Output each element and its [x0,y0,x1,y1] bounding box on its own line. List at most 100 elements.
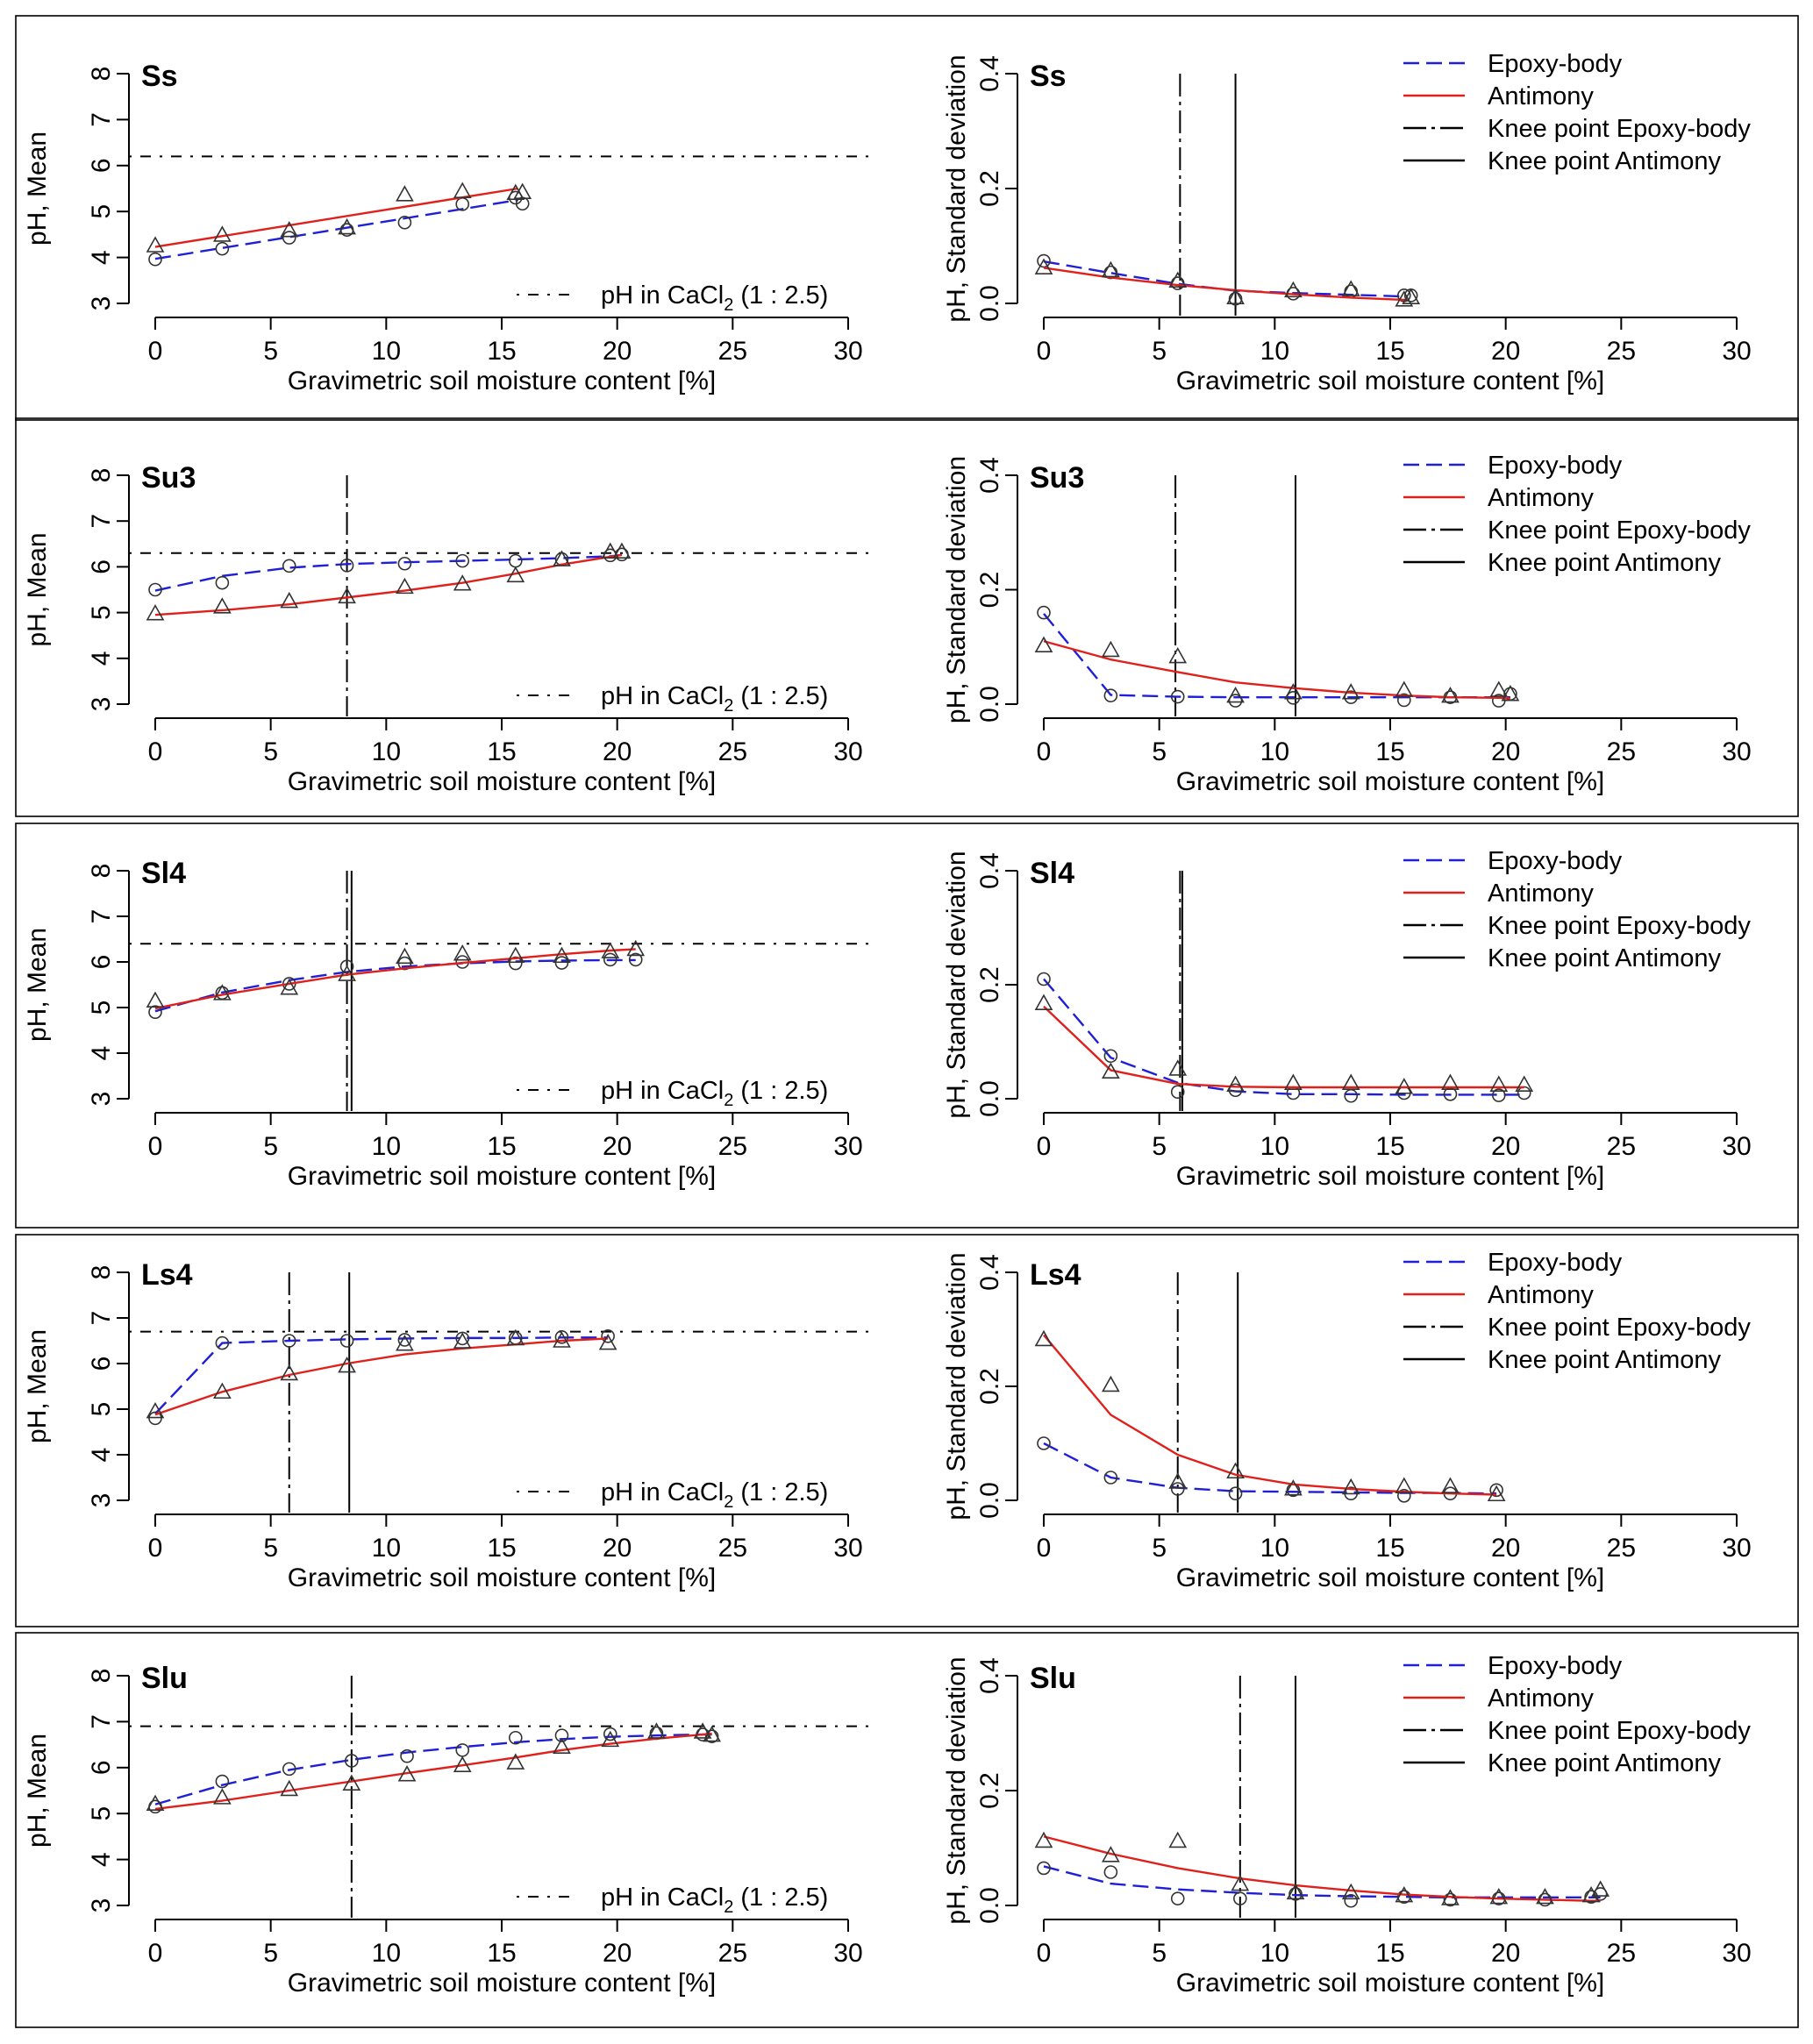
antimony-data-point [280,221,299,238]
y-axis-title: pH, Standard deviation [942,54,971,322]
antimony-data-point [280,979,299,995]
antimony-fit-line [154,553,623,616]
antimony-data-point [280,1364,299,1381]
antimony-data-point [506,1328,525,1346]
x-tick-label: 15 [1375,1132,1404,1161]
antimony-data-point [338,217,356,235]
antimony-data-point [553,550,571,566]
epoxy-data-point [1344,690,1359,704]
epoxy-data-point [1103,1471,1118,1485]
legend-label: Epoxy-body [1488,1249,1623,1277]
epoxy-data-point [397,556,412,571]
antimony-data-point [1168,1472,1188,1489]
antimony-data-point [342,1774,361,1791]
epoxy-fit-line [1043,978,1524,1096]
epoxy-data-point [1288,1887,1303,1901]
epoxy-data-point [1228,694,1243,708]
panel-label: Slu [141,1662,188,1695]
y-tick-label: 0.0 [975,1080,1004,1117]
antimony-data-point [212,225,232,242]
legend-label: Epoxy-body [1488,452,1623,480]
row-frame-1 [15,15,1799,421]
y-tick-label: 3 [87,1092,116,1107]
epoxy-data-point [1344,1893,1359,1908]
x-tick-label: 25 [1607,337,1636,366]
legend-label: Knee point Antimony [1488,944,1722,972]
antimony-data-point [1168,1059,1188,1076]
y-axis-title: pH, Mean [23,132,52,246]
x-tick-label: 30 [833,1939,862,1968]
antimony-data-point [601,942,620,958]
y-tick-label: 0.4 [975,1254,1004,1291]
x-tick-label: 5 [263,1939,278,1968]
x-tick-label: 5 [263,737,278,766]
epoxy-data-point [1397,1890,1411,1904]
panel-slu-right: 0.0 0.2 0.4 0 5 10 15 20 25 30 Gravimetric soil mo… [942,1652,1752,1998]
epoxy-data-point [1103,688,1118,703]
epoxy-data-point [554,1728,569,1742]
antimony-data-point [1441,1477,1460,1493]
epoxy-data-point [1228,1486,1243,1500]
y-tick-label: 3 [87,296,116,311]
antimony-data-point [1591,1880,1610,1897]
legend-label: Antimony [1488,82,1594,110]
epoxy-data-point [400,1748,414,1763]
antimony-data-point [506,566,525,583]
x-tick-label: 5 [1152,737,1167,766]
antimony-data-point [396,947,414,965]
antimony-data-point [647,1722,666,1739]
x-tick-label: 10 [372,1534,401,1563]
antimony-data-point [1441,686,1460,703]
antimony-data-point [703,1725,722,1742]
epoxy-data-point [1228,1083,1243,1098]
epoxy-data-point [148,1005,162,1019]
antimony-data-point [280,1779,299,1797]
epoxy-data-point [1228,291,1243,306]
antimony-data-point [280,591,299,609]
legend-label: Epoxy-body [1488,50,1623,78]
antimony-data-point [1101,1846,1120,1862]
panel-su3-left: 3 4 5 6 7 8 0 5 10 15 20 25 30 Gravimetric soil moist… [23,461,874,796]
legend-label: Knee point Antimony [1488,1346,1722,1374]
y-axis-title: pH, Mean [23,928,52,1042]
antimony-data-point [396,577,414,595]
row-frames [15,15,1799,2028]
epoxy-data-point [1344,1088,1359,1103]
epoxy-data-point [1170,1891,1185,1905]
y-tick-label: 0.2 [975,1772,1004,1809]
x-tick-label: 20 [603,1534,632,1563]
antimony-data-point [1226,1462,1245,1479]
epoxy-data-point [603,1727,617,1741]
antimony-data-point [1341,280,1360,296]
antimony-data-point [601,1730,620,1748]
antimony-fit-line [154,1732,712,1811]
x-tick-label: 10 [1260,737,1289,766]
legend-label: Epoxy-body [1488,847,1623,875]
x-tick-label: 15 [487,337,516,366]
antimony-data-point [146,1401,165,1419]
antimony-fit-line [1043,1005,1524,1089]
epoxy-data-point [339,959,354,973]
legend-label: Antimony [1488,880,1594,908]
antimony-fit-line [1043,1334,1497,1496]
legend-label: Knee point Epoxy-body [1488,912,1751,940]
y-tick-label: 6 [87,1760,116,1775]
reference-legend-text: pH in CaCl2 (1 : 2.5) [601,1478,828,1512]
antimony-data-point [1341,1883,1360,1900]
panel-ss-right: 0.0 0.2 0.4 0 5 10 15 20 25 30 Gravimetric soil mo… [942,50,1752,395]
antimony-data-point [1395,1885,1414,1903]
epoxy-data-point [215,1335,230,1350]
x-tick-label: 25 [718,1939,747,1968]
x-tick-label: 20 [1491,1132,1520,1161]
x-tick-label: 5 [1152,337,1167,366]
antimony-data-point [146,604,165,621]
y-tick-label: 0.2 [975,966,1004,1003]
antimony-data-point [1101,260,1120,278]
y-tick-label: 3 [87,1493,116,1508]
legend-label: Knee point Epoxy-body [1488,1717,1751,1745]
epoxy-data-point [1170,1085,1185,1099]
x-tick-label: 10 [1260,337,1289,366]
epoxy-fit-line [154,198,518,260]
antimony-data-point [146,236,165,253]
